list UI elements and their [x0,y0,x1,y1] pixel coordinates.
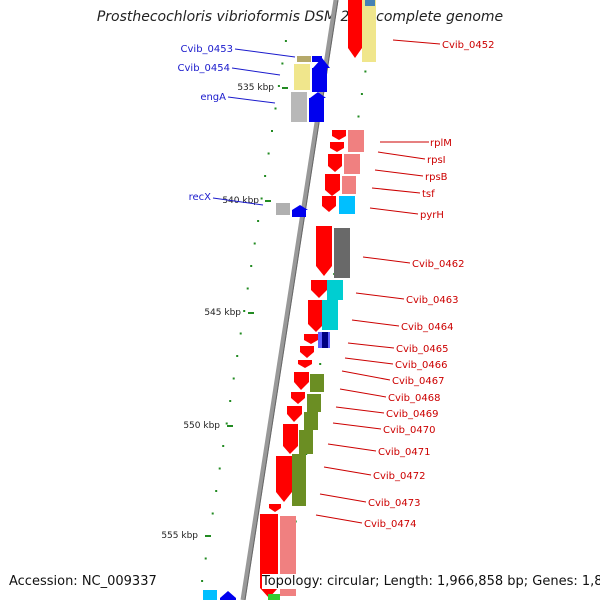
gene-label[interactable]: tsf [422,189,435,200]
gene-label[interactable]: Cvib_0464 [401,322,453,333]
scale-label: 555 kbp [161,531,198,541]
gene-label[interactable]: Cvib_0466 [395,360,447,371]
scale-label: 550 kbp [183,421,220,431]
gene-feature[interactable] [304,332,330,348]
ruler-dot [281,62,284,65]
gene-feature[interactable] [330,142,344,152]
ruler-dot [267,152,270,155]
gene-feature[interactable] [287,406,318,430]
gene-labels-forward: Cvib_0453 Cvib_0454 engA recX [178,44,296,206]
ruler-dot [360,93,363,95]
gene-feature[interactable] [276,203,308,217]
gene-label[interactable]: Cvib_0474 [364,519,416,530]
gene-feature[interactable] [328,154,360,174]
gene-label[interactable]: Cvib_0472 [373,471,425,482]
ruler-dot [236,355,239,357]
ruler-dot [201,580,204,582]
scale-tick: 535 kbp [237,83,288,93]
gene-label[interactable]: Cvib_0471 [378,447,430,458]
gene-label[interactable]: Cvib_0469 [386,409,438,420]
forward-strand [203,56,330,600]
scale-tick: 550 kbp [183,421,233,431]
ruler-dot [215,490,218,492]
gene-feature[interactable] [291,92,326,122]
scale-tick: 545 kbp [204,308,254,318]
scale-label: 535 kbp [237,83,274,93]
ruler-dot [246,287,249,290]
gene-feature[interactable] [348,0,376,62]
gene-label[interactable]: Cvib_0467 [392,376,444,387]
ruler-dot [260,197,263,200]
gene-feature[interactable] [294,372,324,392]
gene-feature[interactable] [311,280,343,300]
gene-feature[interactable] [300,346,314,358]
gene-feature[interactable] [297,56,322,62]
gene-labels-reverse: Cvib_0452 rplM rpsI rpsB tsf pyrH Cvib_0… [315,39,494,530]
gene-label[interactable]: Cvib_0453 [181,44,233,55]
ruler-dot [277,85,280,87]
scale-label: 545 kbp [204,308,241,318]
gene-feature[interactable] [291,392,321,412]
gene-label[interactable]: recX [189,192,212,203]
gene-feature[interactable] [308,300,338,332]
scale-label: 540 kbp [222,196,259,206]
gene-feature[interactable] [294,58,330,92]
ruler-dot [284,40,287,42]
map-title: Prosthecochloris vibrioformis DSM 265, c… [96,9,504,25]
ruler-dot [264,175,267,177]
gene-feature[interactable] [325,174,356,196]
ruler-dot [204,557,207,560]
gene-label[interactable]: rpsB [425,172,448,183]
gene-label[interactable]: engA [200,92,226,103]
gene-feature[interactable] [269,504,281,512]
gene-label[interactable]: Cvib_0462 [412,259,464,270]
ruler-dot [232,377,235,380]
gene-feature[interactable] [322,196,355,214]
ruler-dot [250,265,253,267]
gene-feature[interactable] [276,454,306,506]
ruler-dot [218,467,221,470]
gene-label[interactable]: Cvib_0454 [178,63,230,74]
gene-feature[interactable] [316,226,350,278]
gene-label[interactable]: Cvib_0470 [383,425,435,436]
ruler-dot [274,107,277,110]
gene-label[interactable]: Cvib_0465 [396,344,448,355]
ruler-dot [257,220,260,222]
accession-text: Accession: NC_009337 [9,574,157,589]
ruler-dot [239,332,242,335]
ruler-dot [364,70,367,73]
ruler-dot [319,363,322,365]
gene-label[interactable]: Cvib_0463 [406,295,458,306]
gene-label[interactable]: rpsI [427,155,446,166]
gene-feature[interactable] [298,360,312,368]
ruler-dot [357,115,360,118]
ruler-dot [225,422,228,425]
scale-tick: 540 kbp [222,196,271,206]
gene-label[interactable]: rplM [430,138,452,149]
ruler-dot [229,400,232,402]
gene-feature[interactable] [268,594,280,600]
gene-feature[interactable] [283,424,313,454]
ruler-dot [253,242,256,245]
gene-label[interactable]: Cvib_0473 [368,498,420,509]
gene-label[interactable]: pyrH [420,210,444,221]
gene-feature[interactable] [332,130,364,152]
ruler-dot [243,310,246,312]
ruler-dot [222,445,225,447]
gene-label[interactable]: Cvib_0468 [388,393,440,404]
ruler-dot [271,130,273,132]
genome-summary-text: Topology: circular; Length: 1,966,858 bp… [262,574,600,589]
scale-labels: 535 kbp 540 kbp 545 kbp 550 kbp 555 kbp [161,83,288,541]
scale-tick: 555 kbp [161,531,211,541]
gene-feature[interactable] [203,590,236,600]
ruler-dot [211,512,214,515]
gene-label[interactable]: Cvib_0452 [442,40,494,51]
